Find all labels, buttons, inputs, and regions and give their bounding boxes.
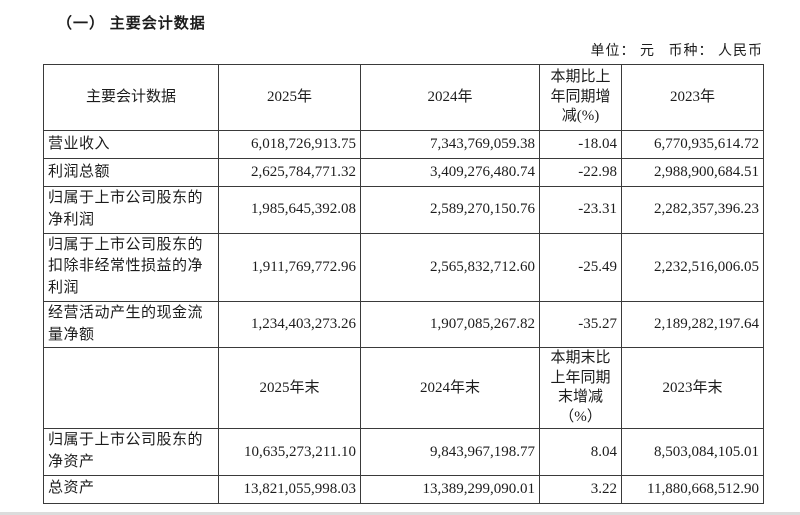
table-row: 营业收入 6,018,726,913.75 7,343,769,059.38 -… <box>43 130 764 159</box>
cell-value: 2,232,516,006.05 <box>621 232 764 302</box>
cell-value: 2,625,784,771.32 <box>218 158 361 187</box>
row-label: 归属于上市公司股东的扣除非经常性损益的净利润 <box>43 232 219 302</box>
table-header-row-period-end: 2025年末 2024年末 本期末比上年同期末增减（%） 2023年末 <box>43 347 764 430</box>
cell-value: 1,911,769,772.96 <box>218 232 361 302</box>
col-header-2023-end: 2023年末 <box>621 347 764 430</box>
col-header-2024: 2024年 <box>360 64 540 131</box>
row-label: 总资产 <box>43 474 219 504</box>
table-row: 归属于上市公司股东的净资产 10,635,273,211.10 9,843,96… <box>43 428 764 476</box>
cell-value: 2,589,270,150.76 <box>360 186 540 234</box>
table-row: 利润总额 2,625,784,771.32 3,409,276,480.74 -… <box>43 158 764 187</box>
row-label: 经营活动产生的现金流量净额 <box>43 300 219 349</box>
row-label: 归属于上市公司股东的净资产 <box>43 428 219 476</box>
unit-currency-note: 单位： 元 币种： 人民币 <box>590 44 763 59</box>
row-label: 利润总额 <box>43 158 219 187</box>
cell-value: -22.98 <box>539 158 622 187</box>
cell-value: -18.04 <box>539 130 622 159</box>
cell-value: 8,503,084,105.01 <box>621 428 764 476</box>
cell-value: 2,282,357,396.23 <box>621 186 764 234</box>
col-header-2023: 2023年 <box>621 64 764 131</box>
cell-value: 7,343,769,059.38 <box>360 130 540 159</box>
cell-value: 1,985,645,392.08 <box>218 186 361 234</box>
cell-value: -23.31 <box>539 186 622 234</box>
col-header-end-change: 本期末比上年同期末增减（%） <box>539 347 622 430</box>
cell-value: 10,635,273,211.10 <box>218 428 361 476</box>
cell-value: 13,389,299,090.01 <box>360 474 540 504</box>
col-header-2025: 2025年 <box>218 64 361 131</box>
page-bottom-divider <box>0 512 800 515</box>
table-row: 经营活动产生的现金流量净额 1,234,403,273.26 1,907,085… <box>43 300 764 349</box>
cell-value: 6,770,935,614.72 <box>621 130 764 159</box>
cell-value: 1,907,085,267.82 <box>360 300 540 349</box>
cell-value: 11,880,668,512.90 <box>621 474 764 504</box>
col-header-2025-end: 2025年末 <box>218 347 361 430</box>
table-header-row-annual: 主要会计数据 2025年 2024年 本期比上年同期增减(%) 2023年 <box>43 64 764 131</box>
table-row: 归属于上市公司股东的扣除非经常性损益的净利润 1,911,769,772.96 … <box>43 232 764 302</box>
cell-value: 2,189,282,197.64 <box>621 300 764 349</box>
cell-value: -35.27 <box>539 300 622 349</box>
row-label: 归属于上市公司股东的净利润 <box>43 186 219 234</box>
cell-value: 3,409,276,480.74 <box>360 158 540 187</box>
row-label: 营业收入 <box>43 130 219 159</box>
col-header-metric: 主要会计数据 <box>43 64 219 131</box>
cell-value: 13,821,055,998.03 <box>218 474 361 504</box>
cell-value: -25.49 <box>539 232 622 302</box>
cell-value: 6,018,726,913.75 <box>218 130 361 159</box>
cell-value: 3.22 <box>539 474 622 504</box>
cell-value: 8.04 <box>539 428 622 476</box>
cell-value: 2,988,900,684.51 <box>621 158 764 187</box>
col-header-2024-end: 2024年末 <box>360 347 540 430</box>
cell-value: 2,565,832,712.60 <box>360 232 540 302</box>
table-row: 归属于上市公司股东的净利润 1,985,645,392.08 2,589,270… <box>43 186 764 234</box>
table-row: 总资产 13,821,055,998.03 13,389,299,090.01 … <box>43 474 764 504</box>
key-accounting-data-table: 主要会计数据 2025年 2024年 本期比上年同期增减(%) 2023年 营业… <box>43 64 764 504</box>
cell-value: 9,843,967,198.77 <box>360 428 540 476</box>
cell-value: 1,234,403,273.26 <box>218 300 361 349</box>
section-title: （一） 主要会计数据 <box>57 16 206 32</box>
col-header-yoy-change: 本期比上年同期增减(%) <box>539 64 622 131</box>
col-header-blank <box>43 347 219 430</box>
